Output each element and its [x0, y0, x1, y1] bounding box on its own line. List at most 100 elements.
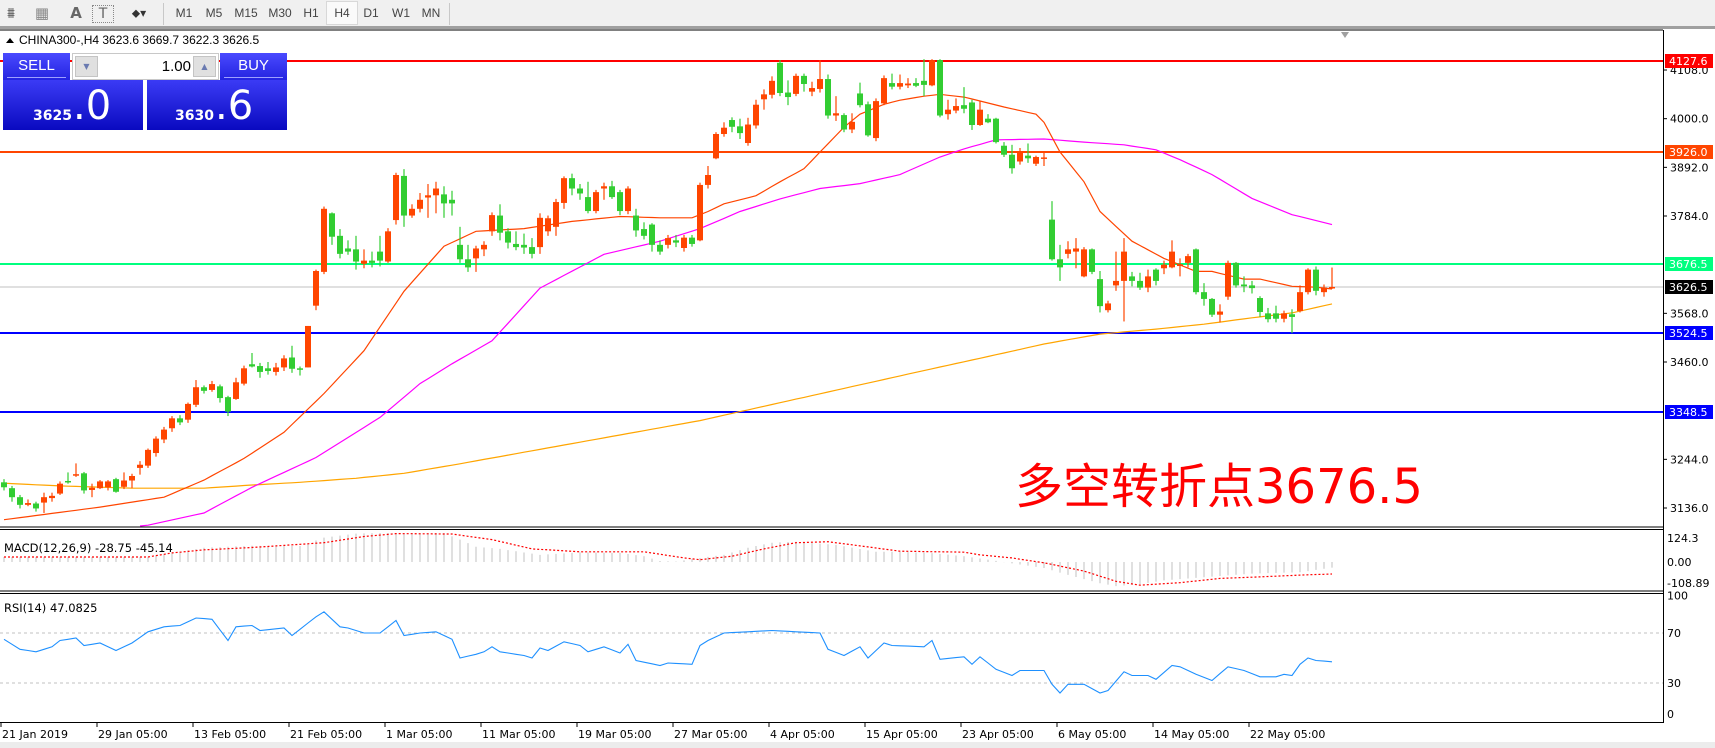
macd-panel: 124.3 0.00 -108.89 [3, 532, 1709, 590]
candle-body [889, 83, 895, 87]
time-tick-label: 21 Jan 2019 [2, 728, 68, 741]
candle-body [737, 126, 743, 134]
candle-body [1121, 251, 1127, 281]
timeframe-m1[interactable]: M1 [175, 6, 193, 20]
candle-body [137, 464, 143, 468]
sell-button[interactable]: SELL [3, 53, 70, 80]
candle-body [105, 481, 111, 488]
candle [985, 114, 991, 124]
candle-body [761, 94, 767, 100]
grid-icon[interactable]: ▦ [34, 4, 50, 22]
candle-body [601, 186, 607, 189]
lots-input[interactable]: 1.00 [161, 58, 191, 75]
collapse-triangle-icon[interactable] [6, 38, 14, 43]
candle-body [113, 479, 119, 492]
price-line-label: 3348.5 [1669, 406, 1708, 419]
price-line-label: 3926.0 [1669, 146, 1708, 159]
text-icon[interactable]: A [70, 4, 82, 22]
timeframe-w1[interactable]: W1 [392, 6, 410, 20]
candle-body [585, 197, 591, 212]
candle [929, 59, 935, 87]
candle-body [721, 127, 727, 135]
arrows-icon[interactable]: ⬥▾ [131, 6, 147, 20]
candle-body [617, 192, 623, 212]
candle-body [1073, 248, 1079, 252]
candle-body [1329, 286, 1335, 289]
shift-marker-icon[interactable] [1341, 32, 1349, 38]
candle [9, 485, 15, 502]
candle [41, 492, 47, 513]
candle-body [1041, 157, 1047, 159]
candle [1009, 144, 1015, 174]
timeframe-h4[interactable]: H4 [326, 1, 358, 25]
candle [249, 352, 255, 368]
timeframe-mn[interactable]: MN [421, 6, 441, 20]
candle-body [1097, 279, 1103, 307]
candle-body [1257, 298, 1263, 312]
rsi-panel: 100 70 30 0 [0, 590, 1688, 721]
candle [1025, 143, 1031, 163]
candle-body [1009, 154, 1015, 169]
toolbar-separator [163, 3, 164, 25]
buy-button[interactable]: BUY [220, 53, 287, 80]
candle [1121, 238, 1127, 322]
candle-body [41, 497, 47, 503]
price-line-label-bg [1665, 326, 1713, 340]
time-tick-label: 13 Feb 05:00 [194, 728, 266, 741]
candle [1169, 240, 1175, 269]
candle-body [641, 229, 647, 236]
lots-increase-icon[interactable]: ▲ [193, 56, 216, 77]
candle-body [225, 397, 231, 412]
candle-body [769, 80, 775, 95]
candle [817, 60, 823, 93]
candle [521, 233, 527, 254]
candle [57, 481, 63, 495]
candle [1241, 276, 1247, 293]
candle-body [1161, 264, 1167, 269]
lots-decrease-icon[interactable]: ▼ [75, 56, 98, 77]
candle [721, 122, 727, 137]
candle-body [17, 497, 23, 505]
time-tick-label: 1 Mar 05:00 [386, 728, 452, 741]
timeframe-h1[interactable]: H1 [303, 6, 319, 20]
buy-price-main: 3630 [175, 108, 214, 124]
candle-body [257, 366, 263, 372]
timeframe-d1[interactable]: D1 [363, 6, 379, 20]
candle [681, 234, 687, 252]
candle-body [809, 88, 815, 92]
price-line-label: 4127.6 [1669, 55, 1708, 68]
candle [1305, 268, 1311, 295]
candle [89, 483, 95, 498]
price-line-label-bg [1665, 280, 1713, 294]
expert-chart-icon[interactable]: ⩩ [6, 4, 15, 22]
price-tick-label: 3892.0 [1670, 161, 1709, 174]
candle [833, 96, 839, 121]
candle [849, 113, 855, 134]
buy-price[interactable]: 3630 .6 [147, 80, 287, 130]
candle [457, 226, 463, 263]
timeframe-m30[interactable]: M30 [268, 6, 292, 20]
candle-body [569, 178, 575, 189]
candle-body [185, 403, 191, 420]
time-tick-label: 22 May 05:00 [1250, 728, 1325, 741]
candle [425, 184, 431, 218]
sell-price[interactable]: 3625 .0 [3, 80, 143, 130]
candle [377, 235, 383, 267]
candle [1081, 247, 1087, 278]
candle [1281, 310, 1287, 323]
text-label-icon[interactable]: T [92, 5, 114, 23]
candle [17, 494, 23, 509]
candle-body [577, 188, 583, 194]
sell-price-main: 3625 [33, 108, 72, 124]
candle-body [1153, 269, 1159, 281]
candle [897, 74, 903, 90]
candle [1249, 280, 1255, 294]
timeframe-m15[interactable]: M15 [234, 6, 258, 20]
timeframe-m5[interactable]: M5 [205, 6, 223, 20]
candle-body [1249, 285, 1255, 289]
candle-body [1105, 303, 1111, 311]
candle [1297, 285, 1303, 313]
candle-body [361, 260, 367, 264]
candle [913, 78, 919, 88]
